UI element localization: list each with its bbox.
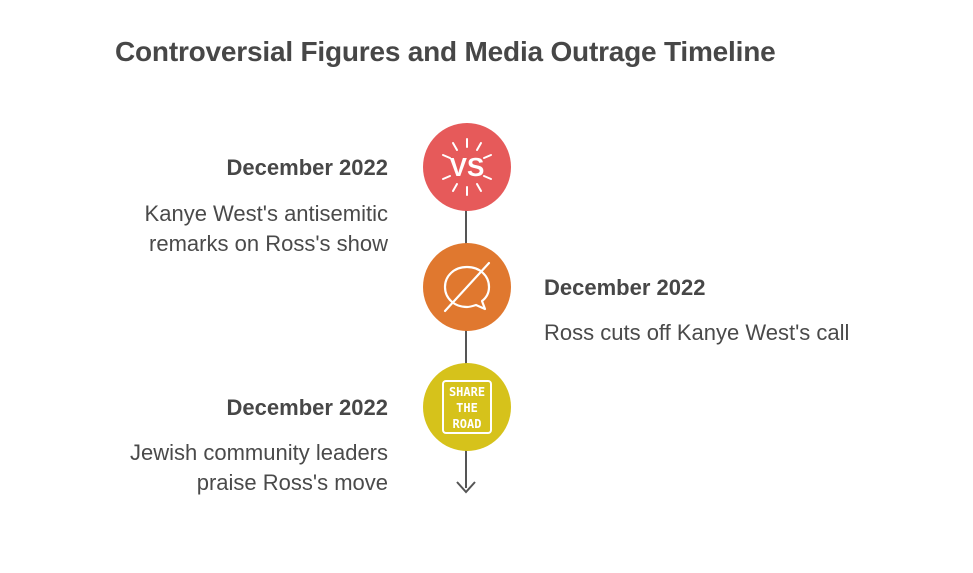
timeline-node-1: VS (423, 123, 511, 211)
timeline-connector (465, 210, 467, 244)
event-description: Jewish community leaders praise Ross's m… (130, 438, 388, 498)
event-description-line: Jewish community leaders (130, 440, 388, 465)
event-description-line: Kanye West's antisemitic (144, 201, 388, 226)
timeline-connector (465, 450, 467, 488)
event-date: December 2022 (226, 395, 388, 420)
event-description: Kanye West's antisemitic remarks on Ross… (145, 199, 388, 259)
sign-text-line: ROAD (453, 417, 482, 431)
share-the-road-sign-icon: SHARE THE ROAD (442, 380, 492, 434)
event-date: December 2022 (544, 275, 706, 300)
arrow-down-icon (456, 481, 476, 494)
timeline-node-3: SHARE THE ROAD (423, 363, 511, 451)
timeline-node-2 (423, 243, 511, 331)
sign-text-line: THE (456, 401, 478, 415)
event-description-line: praise Ross's move (196, 470, 388, 495)
versus-icon: VS (442, 138, 492, 196)
sign-text-line: SHARE (449, 385, 485, 399)
event-description-line: Ross cuts off Kanye West's call (544, 320, 850, 345)
diagram-title: Controversial Figures and Media Outrage … (115, 36, 776, 67)
event-date: December 2022 (226, 155, 388, 180)
no-chat-icon (443, 261, 491, 313)
event-description-line: remarks on Ross's show (149, 231, 388, 256)
timeline-connector (465, 330, 467, 364)
versus-icon-text: VS (450, 152, 485, 182)
event-description: Ross cuts off Kanye West's call (544, 318, 849, 348)
